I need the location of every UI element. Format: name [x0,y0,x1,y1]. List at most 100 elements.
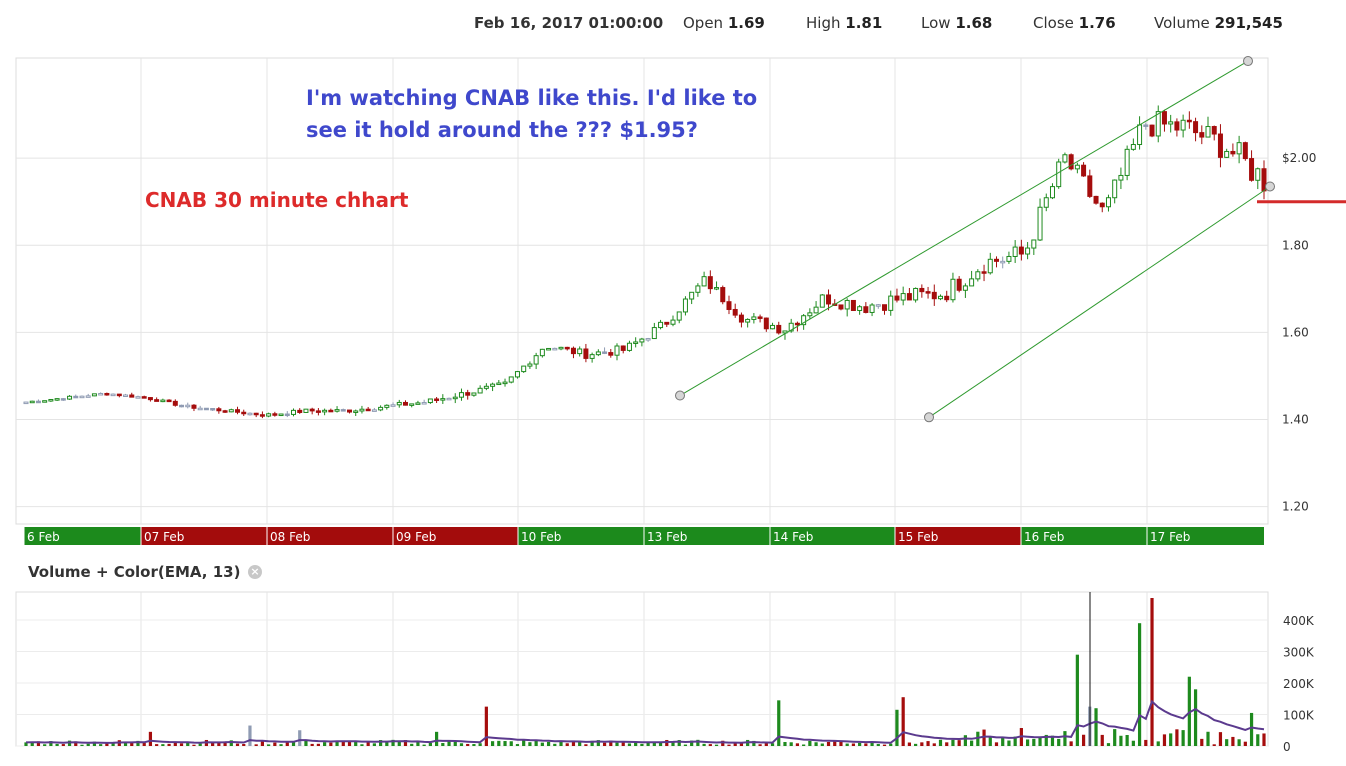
candle-body [129,394,135,398]
price-y-tick: 1.20 [1282,500,1309,514]
price-y-tick: 1.40 [1282,412,1309,426]
candle-body [707,276,713,290]
candle-body [1217,133,1223,158]
header-high: High 1.81 [806,14,882,32]
volume-bar [764,743,768,746]
volume-bar [994,742,999,746]
volume-bar [1013,736,1017,746]
candle-body [384,404,390,408]
candle-body [993,258,999,262]
candle-body [1118,174,1124,181]
volume-bar [546,741,551,746]
candle-body [23,401,29,405]
close-value: 1.76 [1078,14,1116,32]
candle-body [179,404,185,408]
volume-bar [148,731,153,746]
candle-body [359,408,365,412]
candle-body [732,308,738,316]
candle-body [583,348,589,359]
candle-body [782,330,788,334]
volume-bar [179,743,184,746]
candle-body [496,382,502,386]
candle-body [1006,255,1012,262]
candle-body [110,393,116,397]
candle-body [91,393,97,397]
candle-body [633,341,639,344]
candle-body [73,395,79,399]
candle-body [452,396,458,400]
volume-bar [1249,712,1254,746]
volume-bar [1094,708,1098,746]
candle-body [1180,119,1186,131]
volume-bar [372,743,376,746]
candle-body [1149,124,1155,137]
volume-bar [1243,741,1247,746]
volume-bar [802,744,806,746]
header-datetime: Feb 16, 2017 01:00:00 [474,14,664,32]
candle-body [1112,179,1118,199]
volume-bar [267,744,271,746]
volume-plot-area [15,591,1269,747]
candle-body [1155,111,1161,137]
volume-bar [671,741,675,746]
date-label: 13 Feb [647,530,687,544]
volume-bar [385,741,389,746]
date-label: 15 Feb [898,530,938,544]
candle-body [906,293,912,301]
date-band-segment [644,527,770,545]
date-band-segment [1021,527,1147,545]
volume-bar [1125,734,1129,746]
volume-bar [1038,737,1042,746]
volume-bar [403,740,408,746]
date-label: 6 Feb [27,530,60,544]
volume-bar [945,742,949,746]
volume-bar [1162,734,1167,746]
volume-bar [677,740,681,746]
volume-bar [1218,732,1223,746]
ema-line [25,699,1265,744]
candle-body [409,403,415,406]
candle-body [322,409,328,413]
candle-body [67,395,73,400]
high-value: 1.81 [845,14,883,32]
volume-bar [733,742,737,746]
candle-body [104,392,110,396]
volume-bar [1081,734,1086,746]
trendline-handle [1265,181,1275,192]
volume-bar [1156,741,1160,746]
candle-body [415,402,421,405]
volume-bar [43,744,47,746]
candle-body [658,321,664,329]
candle-body [147,397,153,401]
close-icon[interactable]: × [248,565,262,579]
date-label: 17 Feb [1150,530,1190,544]
candle-body [570,347,576,355]
volume-bar [74,741,78,746]
date-label: 08 Feb [270,530,310,544]
candle-body [1081,164,1087,177]
candle-body [1105,197,1111,208]
volume-bar [1075,654,1079,746]
volume-bar [596,740,600,746]
candle-body [807,312,813,317]
candle-body [303,408,309,413]
candle-body [284,413,290,417]
candle-body [931,291,937,300]
candle-body [446,397,452,401]
volume-bar [92,741,97,746]
volume-bar [640,743,644,746]
candle-body [913,287,919,301]
volume-bar [497,740,501,746]
candle-body [639,338,645,343]
candle-body [838,304,844,310]
volume-bar [1137,623,1142,746]
candle-body [427,398,433,404]
candle-body [471,392,477,396]
candle-body [1062,154,1068,163]
volume-bar [1200,738,1204,746]
volume-bar [1113,729,1117,746]
volume-bar [235,743,240,746]
candle-body [514,371,520,378]
candle-body [42,400,48,403]
